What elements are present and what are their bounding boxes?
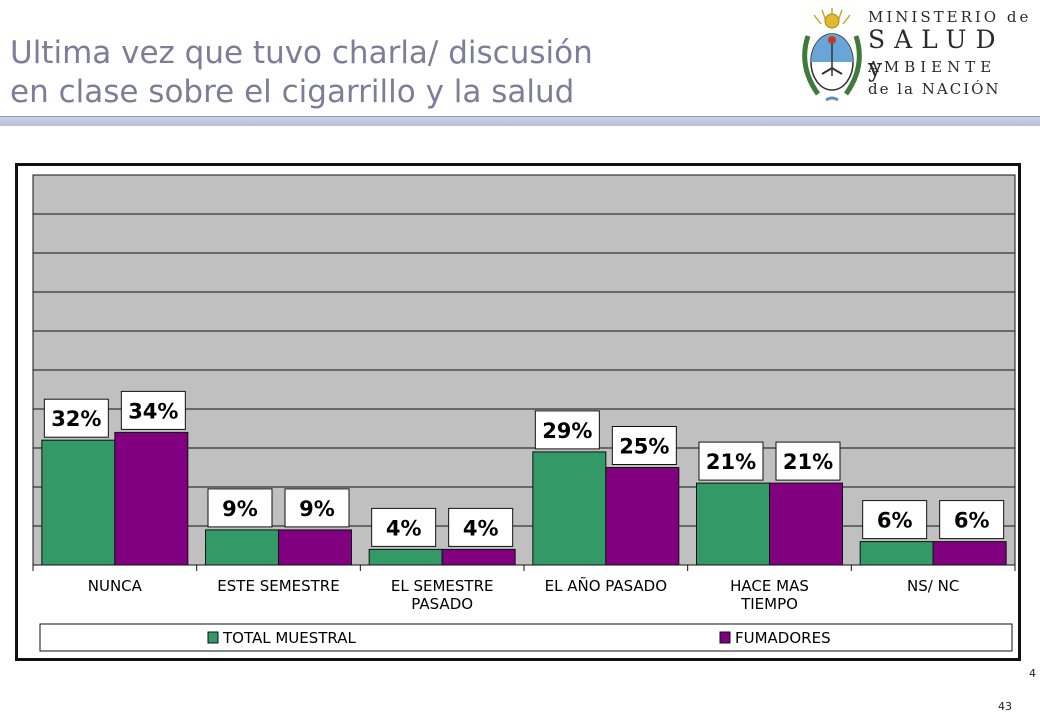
- slide-title-line-2: en clase sobre el cigarrillo y la salud: [10, 74, 575, 110]
- bar: [41, 439, 116, 566]
- category-label: ESTE SEMESTRE: [217, 577, 339, 595]
- bar-chart: NUNCA 32% 34% ESTE SEMESTRE 9% 9% EL SEMESTREP…: [32, 174, 1016, 652]
- data-label: 25%: [619, 435, 669, 459]
- data-label-box: [611, 426, 677, 465]
- legend-label: TOTAL MUESTRAL: [222, 629, 357, 647]
- data-label-box: [371, 507, 437, 547]
- data-label: 34%: [128, 399, 178, 423]
- bar: [696, 482, 770, 566]
- category-label: HACE MAS: [730, 577, 809, 595]
- bar: [278, 529, 352, 566]
- data-label-box: [775, 441, 841, 481]
- logo-line-ministerio: MINISTERIO de: [868, 8, 1032, 26]
- data-label: 4%: [463, 516, 499, 540]
- data-label: 21%: [706, 450, 756, 474]
- legend-swatch: [719, 631, 731, 644]
- category-label: NS/ NC: [907, 577, 959, 595]
- logo-line-ambiente: AMBIENTE: [868, 58, 997, 76]
- title-underline-rule: [0, 116, 1040, 117]
- bar: [441, 548, 516, 566]
- data-label: 9%: [222, 497, 258, 521]
- bar: [769, 482, 843, 566]
- category-label: TIEMPO: [740, 595, 798, 613]
- data-label: 6%: [877, 509, 913, 533]
- bar: [532, 451, 607, 566]
- bar: [605, 467, 680, 566]
- data-label: 32%: [51, 407, 101, 431]
- legend-box: [39, 623, 1013, 652]
- bar: [859, 541, 934, 566]
- category-label: EL AÑO PASADO: [545, 576, 667, 595]
- slide-title: Ultima vez que tuvo charla/ discusión en…: [10, 34, 710, 112]
- data-label-box: [698, 441, 764, 481]
- slide-title-line-1: Ultima vez que tuvo charla/ discusión: [10, 35, 593, 71]
- legend-swatch: [207, 631, 219, 644]
- page-number: 43: [998, 700, 1012, 713]
- data-label-box: [939, 500, 1005, 540]
- data-label: 4%: [386, 516, 422, 540]
- data-label-box: [862, 500, 928, 540]
- bar: [114, 431, 189, 566]
- chart-frame: NUNCA 32% 34% ESTE SEMESTRE 9% 9% EL SEMESTRE P…: [15, 163, 1021, 661]
- data-label-box: [207, 488, 273, 528]
- ministry-logo-text: MINISTERIO de SALUD y AMBIENTE de la NAC…: [868, 8, 1040, 100]
- data-label-box: [534, 410, 600, 450]
- category-label: NUNCA: [88, 577, 143, 595]
- data-label: 6%: [954, 509, 990, 533]
- bar: [205, 529, 279, 566]
- data-label-box: [120, 390, 186, 430]
- logo-line-salud: SALUD y: [868, 25, 1005, 82]
- title-underline-bar: [0, 116, 1040, 126]
- logo-line-nacion: de la NACIÓN: [868, 80, 1001, 98]
- data-label-box: [448, 507, 514, 547]
- category-label: EL SEMESTRE: [391, 577, 494, 595]
- bar: [368, 548, 443, 566]
- data-label: 29%: [542, 419, 592, 443]
- category-label: PASADO: [411, 595, 473, 613]
- data-label: 21%: [783, 450, 833, 474]
- data-label-box: [284, 488, 350, 528]
- page-side-number: 4: [1029, 667, 1036, 680]
- legend-label: FUMADORES: [735, 629, 831, 647]
- bar: [932, 541, 1007, 566]
- data-label-box: [43, 398, 109, 438]
- data-label: 9%: [299, 497, 335, 521]
- ministry-coat-of-arms-logo: [802, 8, 862, 102]
